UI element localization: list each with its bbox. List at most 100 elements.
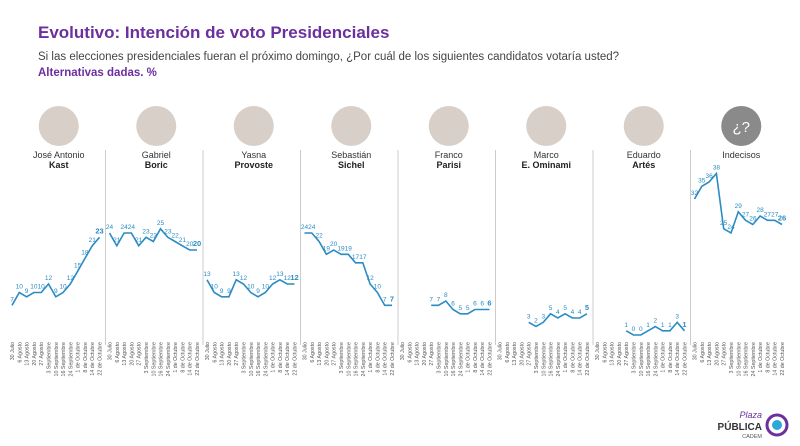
x-tick-label: 3 Septiembre	[144, 342, 150, 374]
x-tick-label: 3 Septiembre	[241, 342, 247, 374]
data-label: 12	[269, 275, 277, 282]
x-tick-label: 6 Agosto	[700, 342, 706, 363]
data-label: 27	[764, 211, 772, 218]
data-label: 20	[186, 241, 194, 248]
data-label: 27	[771, 211, 779, 218]
data-label: 24	[128, 224, 136, 231]
candidate-first-name: Sebastián	[331, 150, 371, 160]
candidate-first-name: Eduardo	[627, 150, 661, 160]
x-tick-label: 14 de Octubre	[90, 342, 96, 376]
data-label: 12	[290, 273, 298, 282]
legend-label: Indecisos	[722, 150, 761, 160]
data-label: 13	[233, 271, 241, 278]
x-tick-label: 3 Septiembre	[631, 342, 637, 374]
x-tick-label: 20 Agosto	[617, 342, 623, 366]
x-tick-label: 16 Septiembre	[451, 342, 457, 377]
x-tick-label: 6 Agosto	[17, 342, 23, 363]
x-tick-label: 3 Septiembre	[436, 342, 442, 374]
logo-icon	[765, 413, 789, 437]
x-tick-label: 6 Agosto	[505, 342, 511, 363]
data-label: 3	[541, 313, 545, 320]
data-label: 2	[534, 318, 538, 325]
x-tick-label: 20 Agosto	[227, 342, 233, 366]
data-label: 1	[661, 322, 665, 329]
legend-label: Kast	[49, 160, 69, 170]
x-tick-label: 6 Agosto	[212, 342, 218, 363]
line	[206, 278, 295, 298]
data-label: 21	[113, 237, 121, 244]
data-label: 35	[698, 177, 706, 184]
data-label: 24	[727, 224, 735, 231]
data-label: 10	[262, 284, 270, 291]
x-tick-label: 8 de Octubre	[375, 342, 381, 373]
x-tick-label: 30 Julio	[498, 342, 504, 360]
data-label: 12	[284, 275, 292, 282]
data-label: 6	[480, 301, 484, 308]
x-tick-label: 30 Julio	[205, 342, 211, 360]
data-label: 5	[563, 305, 567, 312]
x-tick-label: 13 Agosto	[707, 342, 713, 366]
x-tick-label: 20 Agosto	[519, 342, 525, 366]
data-label: 10	[374, 284, 382, 291]
x-tick-label: 27 Agosto	[332, 342, 338, 366]
data-label: 9	[25, 288, 29, 295]
data-label: 25	[720, 220, 728, 227]
data-label: 1	[624, 322, 628, 329]
line	[304, 232, 392, 307]
data-label: 21	[89, 237, 97, 244]
x-tick-label: 13 Agosto	[122, 342, 128, 366]
avatar	[623, 106, 664, 146]
data-label: 12	[240, 275, 248, 282]
logo-sub: CADEM	[742, 434, 762, 440]
data-label: 1	[646, 322, 650, 329]
avatar	[331, 106, 372, 146]
data-label: 6	[451, 301, 455, 308]
data-label: 20	[330, 241, 338, 248]
x-tick-label: 20 Agosto	[129, 342, 135, 366]
x-tick-label: 14 de Octubre	[285, 342, 291, 376]
x-tick-label: 22 de Octubre	[98, 342, 104, 376]
x-tick-label: 20 Agosto	[422, 342, 428, 366]
x-tick-label: 10 Septiembre	[54, 342, 60, 377]
data-label: 24	[120, 224, 128, 231]
data-label: 21	[135, 237, 143, 244]
x-tick-label: 16 Septiembre	[61, 342, 67, 377]
x-tick-label: 1 de Octubre	[76, 342, 82, 373]
x-tick-label: 27 Agosto	[39, 342, 45, 366]
data-label: 18	[81, 250, 89, 257]
subtitle: Si las elecciones presidenciales fueran …	[38, 51, 619, 63]
x-tick-label: 30 Julio	[400, 342, 406, 360]
x-tick-label: 27 Agosto	[234, 342, 240, 366]
logo-icon-dot	[772, 420, 782, 430]
candidate-first-name: Gabriel	[142, 150, 171, 160]
x-tick-label: 27 Agosto	[137, 342, 143, 366]
x-tick-label: 1 de Octubre	[466, 342, 472, 373]
data-label: 13	[276, 271, 284, 278]
data-label: 13	[203, 271, 211, 278]
data-label: 23	[164, 228, 172, 235]
x-tick-label: 14 de Octubre	[383, 342, 389, 376]
data-label: 10	[247, 284, 255, 291]
x-tick-label: 13 Agosto	[415, 342, 421, 366]
data-label: 2	[654, 318, 658, 325]
data-label: 6	[487, 299, 491, 308]
data-label: 7	[390, 294, 394, 303]
data-label: 27	[742, 211, 750, 218]
x-tick-label: 1 de Octubre	[173, 342, 179, 373]
data-label: 32	[691, 190, 699, 197]
data-label: 12	[367, 275, 375, 282]
x-tick-label: 8 de Octubre	[83, 342, 89, 373]
x-tick-label: 24 Septiembre	[556, 342, 562, 377]
data-label: 5	[585, 303, 589, 312]
avatar	[38, 106, 79, 146]
data-label: 12	[67, 275, 75, 282]
x-tick-label: 27 Agosto	[624, 342, 630, 366]
line	[431, 299, 490, 315]
data-label: 23	[95, 226, 103, 235]
x-tick-label: 10 Septiembre	[151, 342, 157, 377]
data-label: 29	[735, 203, 743, 210]
data-label: 1	[668, 322, 672, 329]
data-label: 25	[157, 220, 165, 227]
x-tick-label: 20 Agosto	[32, 342, 38, 366]
data-label: 10	[59, 284, 67, 291]
